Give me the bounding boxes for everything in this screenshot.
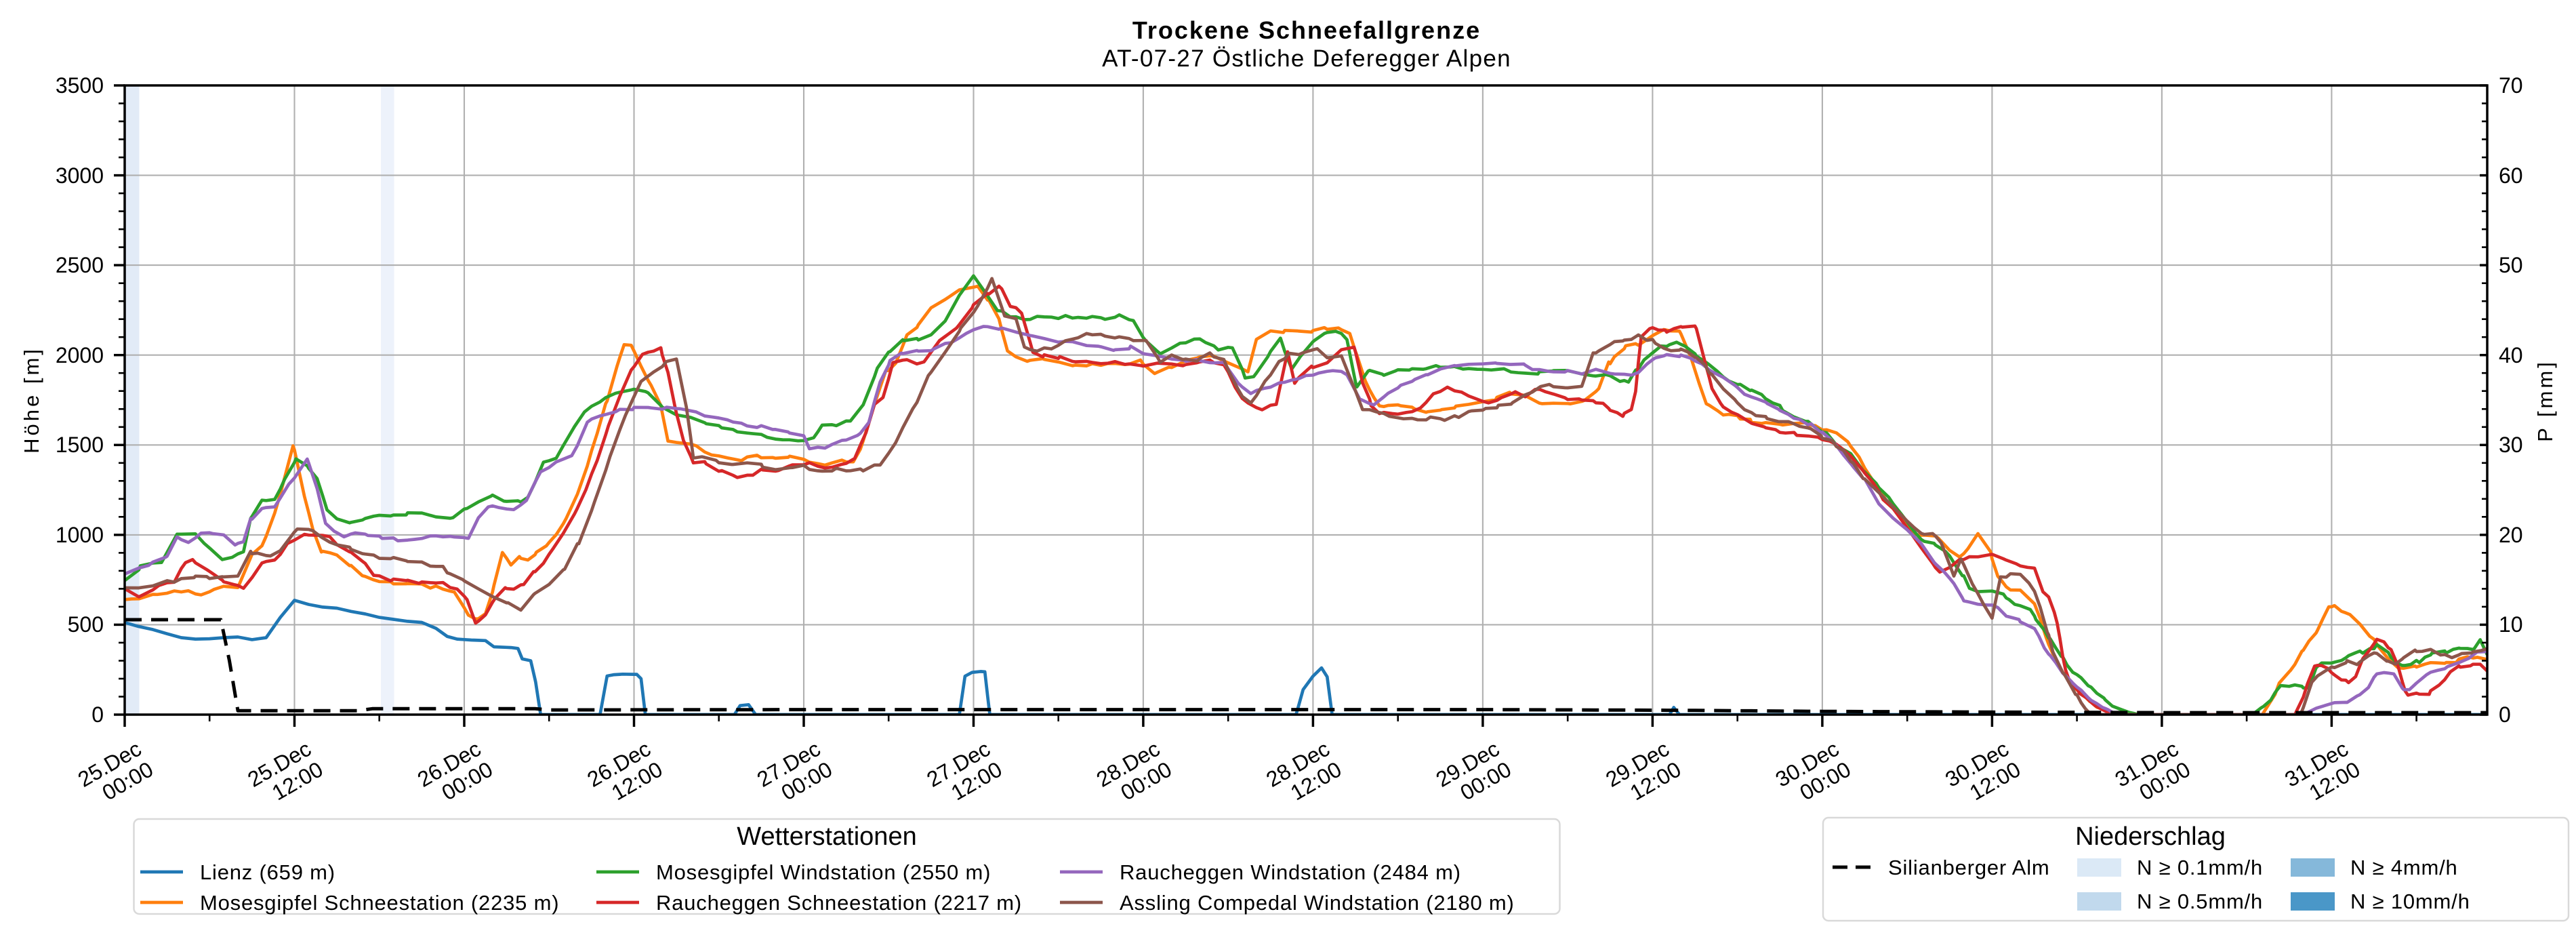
svg-text:AT-07-27 Östliche Deferegger A: AT-07-27 Östliche Deferegger Alpen [1102, 45, 1511, 72]
svg-text:Assling Compedal Windstation (: Assling Compedal Windstation (2180 m) [1120, 891, 1515, 915]
svg-text:0: 0 [91, 702, 104, 727]
svg-text:N ≥ 0.5mm/h: N ≥ 0.5mm/h [2137, 890, 2263, 913]
svg-text:30: 30 [2499, 433, 2523, 457]
svg-text:Trockene Schneefallgrenze: Trockene Schneefallgrenze [1132, 16, 1481, 44]
svg-text:2500: 2500 [56, 253, 104, 277]
svg-text:Raucheggen Windstation (2484 m: Raucheggen Windstation (2484 m) [1120, 860, 1461, 884]
svg-text:500: 500 [68, 612, 104, 637]
svg-text:Höhe [m]: Höhe [m] [20, 346, 43, 454]
svg-text:2000: 2000 [56, 343, 104, 367]
svg-text:P [mm]: P [mm] [2533, 359, 2557, 442]
svg-text:Raucheggen Schneestation (2217: Raucheggen Schneestation (2217 m) [656, 891, 1022, 915]
svg-text:N ≥ 0.1mm/h: N ≥ 0.1mm/h [2137, 856, 2263, 879]
svg-text:N ≥ 4mm/h: N ≥ 4mm/h [2350, 856, 2458, 879]
svg-text:1000: 1000 [56, 523, 104, 547]
svg-text:3500: 3500 [56, 73, 104, 98]
svg-text:Wetterstationen: Wetterstationen [737, 822, 916, 851]
svg-text:Lienz (659 m): Lienz (659 m) [200, 860, 335, 884]
svg-text:N ≥ 10mm/h: N ≥ 10mm/h [2350, 890, 2470, 913]
svg-text:1500: 1500 [56, 433, 104, 457]
svg-text:3000: 3000 [56, 163, 104, 188]
svg-text:10: 10 [2499, 612, 2523, 637]
svg-text:0: 0 [2499, 702, 2511, 727]
svg-text:40: 40 [2499, 343, 2523, 367]
svg-text:Niederschlag: Niederschlag [2075, 822, 2226, 851]
svg-text:50: 50 [2499, 253, 2523, 277]
svg-text:70: 70 [2499, 73, 2523, 98]
svg-text:20: 20 [2499, 523, 2523, 547]
svg-text:Mosesgipfel Windstation (2550: Mosesgipfel Windstation (2550 m) [656, 860, 991, 884]
svg-text:Mosesgipfel Schneestation (223: Mosesgipfel Schneestation (2235 m) [200, 891, 559, 915]
svg-text:60: 60 [2499, 163, 2523, 188]
svg-text:Silianberger Alm: Silianberger Alm [1888, 856, 2050, 879]
